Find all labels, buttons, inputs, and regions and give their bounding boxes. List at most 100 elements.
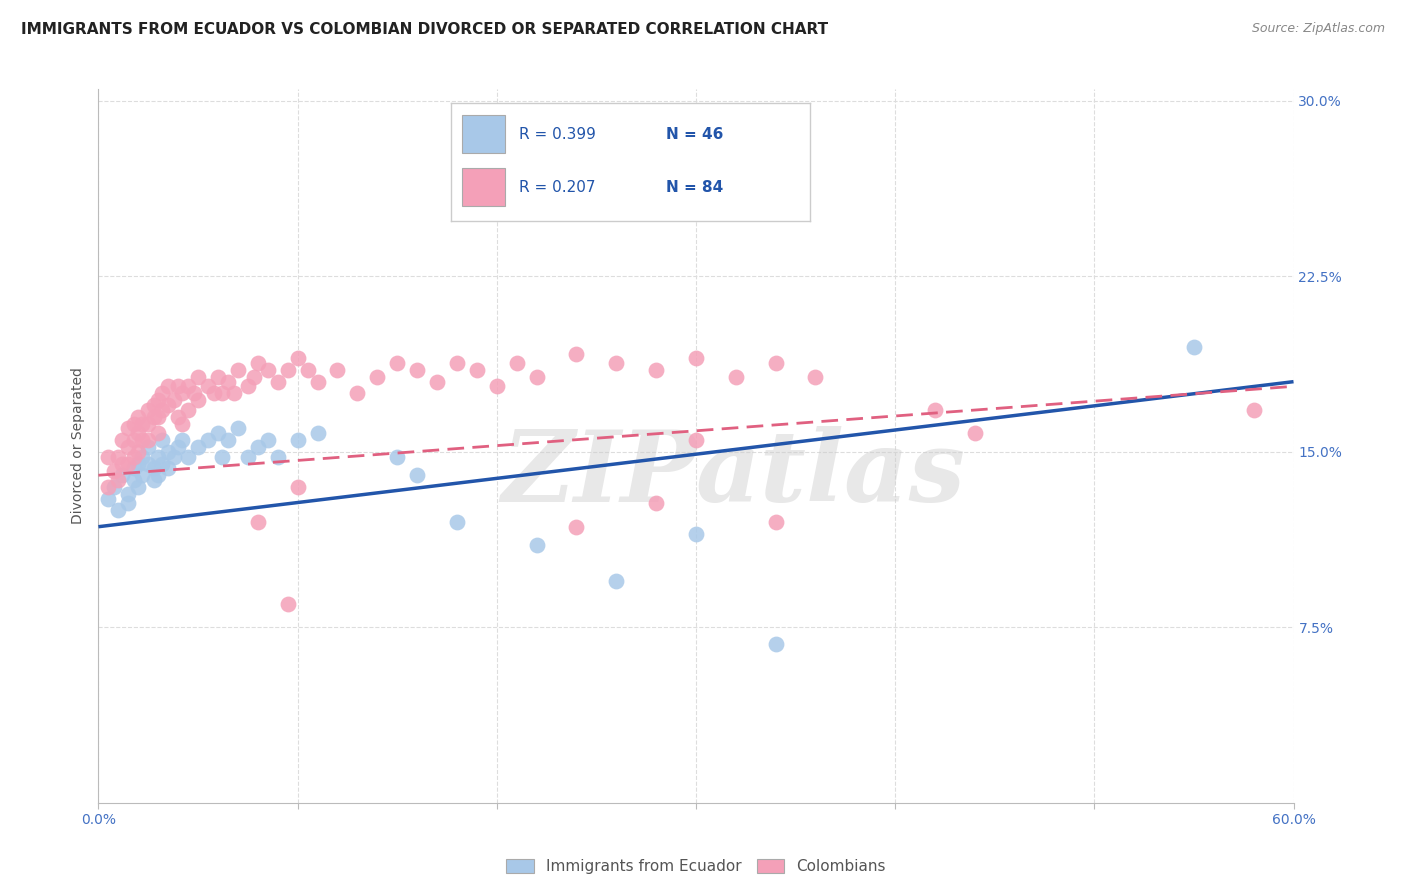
Point	[127, 480, 149, 494]
Text: IMMIGRANTS FROM ECUADOR VS COLOMBIAN DIVORCED OR SEPARATED CORRELATION CHART: IMMIGRANTS FROM ECUADOR VS COLOMBIAN DIV…	[21, 22, 828, 37]
Point	[243, 370, 266, 384]
Point	[446, 515, 468, 529]
Point	[385, 356, 409, 370]
Point	[645, 496, 668, 510]
Point	[150, 386, 173, 401]
Point	[117, 421, 139, 435]
Point	[465, 363, 488, 377]
Point	[236, 379, 259, 393]
Point	[143, 398, 166, 412]
Point	[326, 363, 349, 377]
Point	[127, 457, 149, 471]
Point	[197, 379, 219, 393]
Point	[207, 426, 229, 441]
Point	[685, 351, 707, 366]
Point	[131, 417, 153, 431]
Point	[157, 398, 180, 412]
Point	[148, 409, 170, 424]
Point	[924, 402, 946, 417]
Point	[127, 445, 149, 459]
Point	[163, 450, 186, 464]
Point	[297, 363, 319, 377]
Point	[177, 379, 200, 393]
Point	[148, 450, 170, 464]
Point	[157, 445, 180, 459]
Point	[211, 450, 233, 464]
Point	[685, 526, 707, 541]
Point	[187, 370, 209, 384]
Point	[163, 393, 186, 408]
Point	[1182, 340, 1205, 354]
Point	[97, 450, 120, 464]
Point	[124, 461, 146, 475]
Point	[187, 440, 209, 454]
Point	[346, 386, 368, 401]
Point	[172, 433, 194, 447]
Point	[117, 457, 139, 471]
Point	[222, 386, 245, 401]
Point	[111, 457, 134, 471]
Point	[167, 409, 190, 424]
Point	[1243, 402, 1265, 417]
Point	[127, 409, 149, 424]
Point	[131, 450, 153, 464]
Point	[446, 356, 468, 370]
Point	[506, 356, 529, 370]
Point	[406, 363, 429, 377]
Point	[124, 433, 146, 447]
Point	[117, 440, 139, 454]
Point	[217, 433, 239, 447]
Point	[103, 464, 125, 478]
Point	[143, 461, 166, 475]
Point	[406, 468, 429, 483]
Point	[131, 468, 153, 483]
Point	[107, 503, 129, 517]
Point	[167, 440, 190, 454]
Point	[963, 426, 986, 441]
Point	[605, 574, 627, 588]
Point	[765, 356, 787, 370]
Point	[287, 351, 309, 366]
Point	[256, 363, 278, 377]
Point	[111, 433, 134, 447]
Point	[157, 461, 180, 475]
Point	[127, 426, 149, 441]
Point	[804, 370, 827, 384]
Point	[148, 468, 170, 483]
Point	[167, 379, 190, 393]
Point	[226, 421, 249, 435]
Point	[177, 450, 200, 464]
Point	[117, 496, 139, 510]
Point	[307, 375, 329, 389]
Point	[226, 363, 249, 377]
Point	[366, 370, 388, 384]
Point	[187, 393, 209, 408]
Point	[246, 440, 269, 454]
Point	[267, 375, 290, 389]
Text: atlas: atlas	[696, 426, 966, 523]
Point	[217, 375, 239, 389]
Point	[148, 393, 170, 408]
Point	[307, 426, 329, 441]
Point	[172, 417, 194, 431]
Point	[385, 450, 409, 464]
Point	[197, 433, 219, 447]
Text: Source: ZipAtlas.com: Source: ZipAtlas.com	[1251, 22, 1385, 36]
Point	[136, 440, 159, 454]
Point	[287, 480, 309, 494]
Point	[97, 491, 120, 506]
Point	[211, 386, 233, 401]
Point	[765, 515, 787, 529]
Point	[426, 375, 449, 389]
Point	[526, 370, 548, 384]
Point	[143, 409, 166, 424]
Point	[124, 473, 146, 487]
Point	[150, 433, 173, 447]
Point	[724, 370, 747, 384]
Point	[150, 402, 173, 417]
Point	[131, 433, 153, 447]
Point	[124, 450, 146, 464]
Point	[124, 417, 146, 431]
Point	[765, 637, 787, 651]
Legend: Immigrants from Ecuador, Colombians: Immigrants from Ecuador, Colombians	[501, 854, 891, 880]
